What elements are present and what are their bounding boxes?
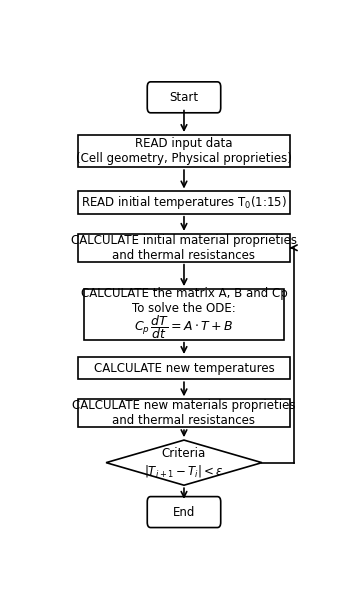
Text: $|T_{i+1}-T_i| < \varepsilon$: $|T_{i+1}-T_i| < \varepsilon$ (144, 463, 224, 480)
Text: READ input data
(Cell geometry, Physical proprieties): READ input data (Cell geometry, Physical… (76, 137, 292, 165)
Text: CALCULATE initial material proprieties
and thermal resistances: CALCULATE initial material proprieties a… (71, 234, 297, 262)
Text: $C_p\,\dfrac{dT}{dt} = A \cdot T + B$: $C_p\,\dfrac{dT}{dt} = A \cdot T + B$ (134, 313, 234, 341)
Text: End: End (173, 505, 195, 519)
FancyBboxPatch shape (78, 234, 290, 262)
FancyBboxPatch shape (78, 192, 290, 214)
FancyBboxPatch shape (78, 357, 290, 379)
FancyBboxPatch shape (78, 135, 290, 167)
FancyBboxPatch shape (84, 289, 284, 340)
FancyBboxPatch shape (147, 82, 221, 113)
Text: READ initial temperatures T$_0$(1:15): READ initial temperatures T$_0$(1:15) (81, 194, 287, 211)
Text: CALCULATE the matrix A, B and Cp
To solve the ODE:: CALCULATE the matrix A, B and Cp To solv… (81, 287, 287, 314)
Text: Start: Start (169, 91, 199, 104)
Polygon shape (106, 440, 262, 485)
Text: Criteria: Criteria (162, 447, 206, 460)
FancyBboxPatch shape (78, 399, 290, 427)
Text: CALCULATE new temperatures: CALCULATE new temperatures (94, 362, 274, 375)
Text: CALCULATE new materials proprieties
and thermal resistances: CALCULATE new materials proprieties and … (72, 399, 296, 427)
FancyBboxPatch shape (147, 497, 221, 527)
